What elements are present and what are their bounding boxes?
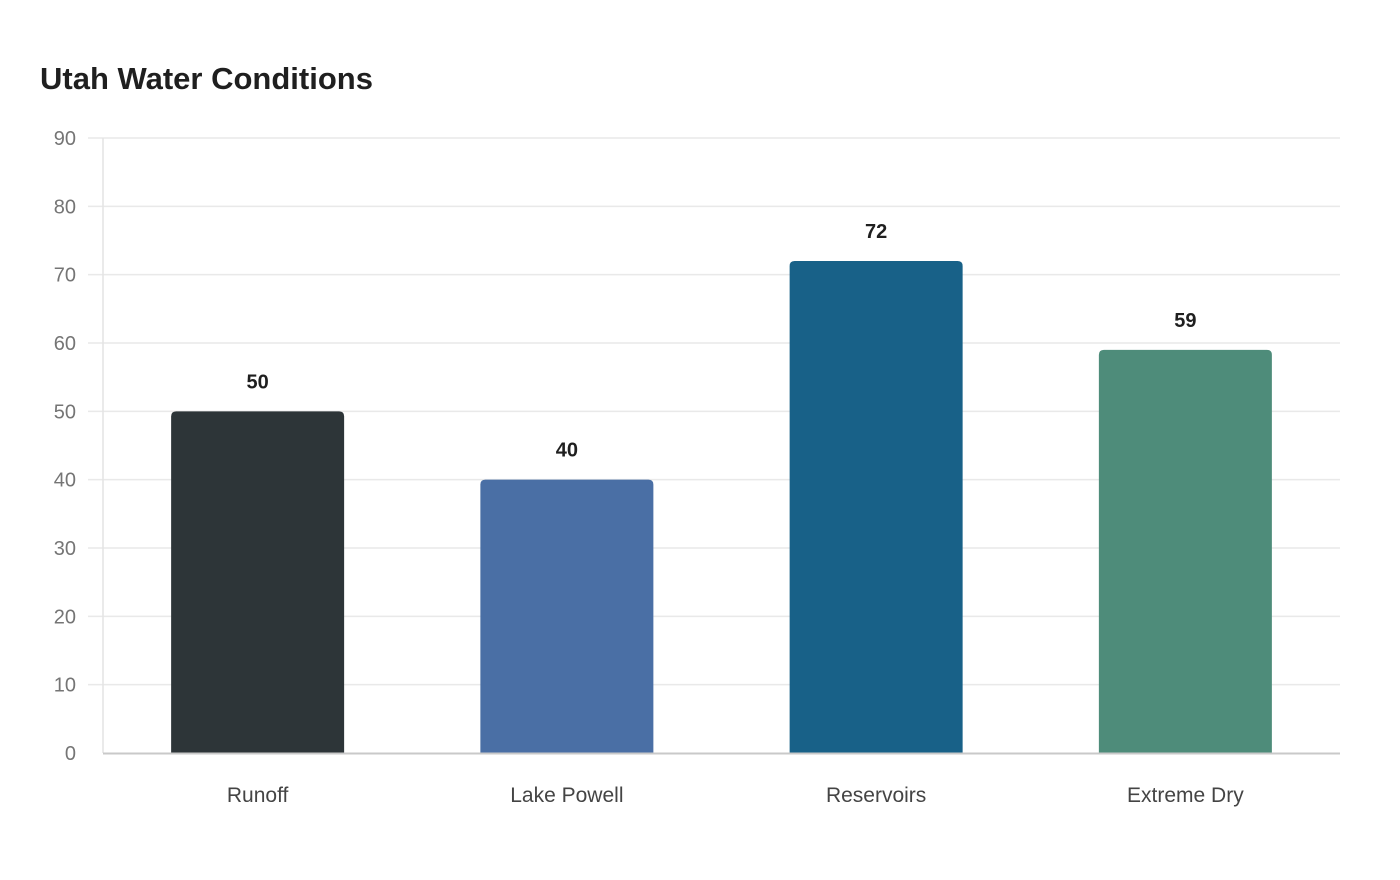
data-label: 59 [1174,310,1196,332]
data-label: 50 [247,371,269,393]
x-tick-label: Extreme Dry [1127,784,1244,807]
y-tick-label: 40 [54,470,76,492]
x-tick-label: Runoff [227,784,289,807]
bar-reservoirs [789,261,963,753]
data-label: 40 [556,440,578,462]
y-tick-label: 60 [54,333,76,355]
labels: 0 10 20 30 40 50 60 70 80 90 50 Runoff 40 Lake Powell… [54,128,1244,807]
y-tick-label: 90 [54,128,76,150]
chart-title: Utah Water Conditions [40,61,373,96]
bar-runoff [171,411,345,753]
data-label: 72 [865,221,887,243]
y-tick-label: 80 [54,196,76,218]
axes [102,138,1340,755]
bar-lake-powell [480,479,654,753]
y-tick-label: 50 [54,401,76,423]
bar-extreme-dry [1098,349,1272,753]
y-tick-label: 10 [54,675,76,697]
bars [171,261,1272,753]
x-tick-label: Lake Powell [510,784,623,807]
y-tick-label: 70 [54,265,76,287]
y-tick-label: 0 [65,743,76,765]
y-tick-label: 30 [54,538,76,560]
y-tick-label: 20 [54,606,76,628]
x-tick-label: Reservoirs [826,784,926,807]
